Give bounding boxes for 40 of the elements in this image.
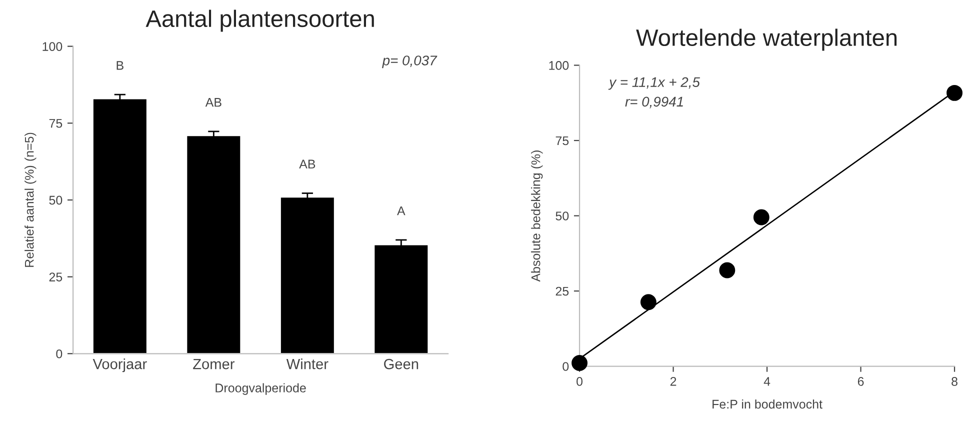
bar: [186, 134, 242, 354]
y-tick-label: 100: [549, 61, 569, 70]
y-tick-label: 25: [49, 272, 62, 282]
y-tick-label: 100: [42, 42, 62, 51]
x-tick-label: 2: [670, 377, 676, 386]
chart-title: Aantal plantensoorten: [146, 10, 374, 32]
annotation: y = 11,1x + 2,5: [608, 77, 700, 90]
y-tick-label: 75: [49, 119, 62, 128]
chart-title: Wortelende waterplanten: [636, 28, 897, 51]
annotation: r= 0,9941: [625, 96, 683, 108]
point: [572, 354, 588, 371]
x-tick-label: Voorjaar: [92, 358, 147, 372]
x-tick-label: Zomer: [193, 359, 234, 370]
point: [753, 209, 770, 226]
bar: [92, 98, 148, 354]
y-tick-label: 75: [556, 136, 569, 146]
x-axis-title: Droogvalperiode: [216, 383, 306, 395]
annotation: AB: [205, 98, 222, 107]
y-tick-label: 50: [49, 196, 62, 205]
point: [640, 294, 656, 310]
x-axis-title: Fe:P in bodemvocht: [712, 399, 822, 409]
annotation: B: [116, 61, 124, 70]
y-axis-title: Absolute bedekking (%): [531, 150, 543, 282]
bar: [373, 244, 430, 354]
y-tick-label: 0: [56, 349, 62, 358]
annotation: A: [397, 206, 406, 216]
point: [719, 262, 736, 278]
annotation: p= 0,037: [382, 56, 438, 68]
y-axis-title: Relatief aantal (%) (n=5): [24, 132, 36, 267]
y-tick-label: 50: [556, 212, 569, 220]
x-tick-label: 4: [764, 377, 770, 386]
y-tick-label: 25: [556, 286, 569, 296]
bar: [280, 196, 336, 354]
point: [946, 84, 962, 101]
x-tick-label: 8: [952, 377, 958, 386]
x-tick-label: Winter: [286, 358, 328, 370]
x-tick-label: 0: [576, 377, 583, 386]
x-tick-label: 6: [858, 377, 864, 386]
annotation: AB: [299, 160, 316, 168]
x-tick-label: Geen: [384, 358, 418, 370]
